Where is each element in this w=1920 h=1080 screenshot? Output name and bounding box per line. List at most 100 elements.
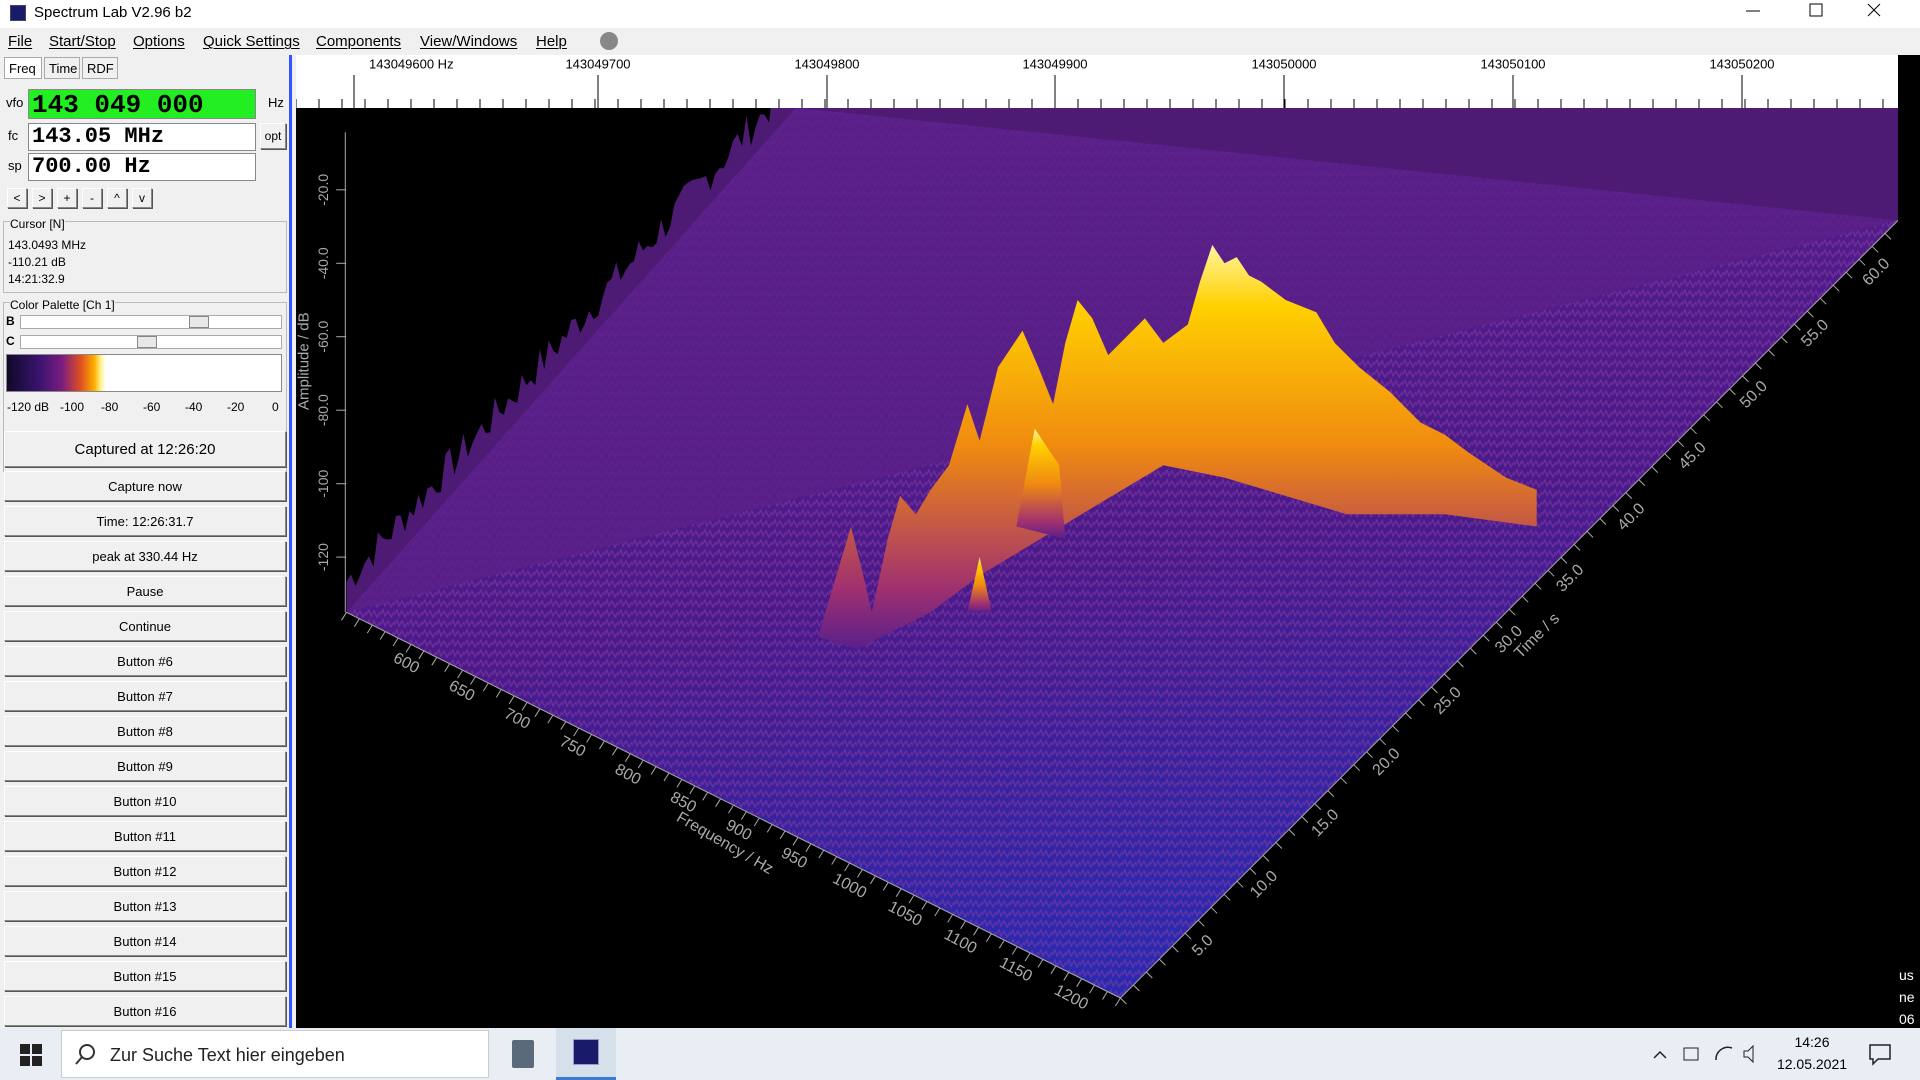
menu-item[interactable]: Start/Stop [49, 33, 116, 50]
search-box[interactable]: Zur Suche Text hier eingeben [61, 1030, 489, 1078]
ruler-label: 143050000 [1251, 56, 1316, 71]
frequency-minor-tick [341, 612, 347, 621]
frequency-minor-tick [418, 650, 425, 660]
action-button[interactable]: Button #11 [4, 821, 286, 851]
action-button[interactable]: Captured at 12:26:20 [4, 431, 286, 467]
cursor-line: -110.21 dB [8, 255, 66, 269]
menu-item[interactable]: File [8, 33, 33, 50]
frequency-minor-tick [482, 682, 489, 692]
action-button[interactable]: Button #13 [4, 891, 286, 921]
frequency-minor-tick [934, 907, 941, 917]
nav-button[interactable]: > [32, 188, 52, 208]
action-button[interactable]: peak at 330.44 Hz [4, 541, 286, 571]
window-title: Spectrum Lab V2.96 b2 [34, 4, 192, 21]
action-button[interactable]: Pause [4, 576, 286, 606]
action-button[interactable]: Button #8 [4, 716, 286, 746]
frequency-minor-tick [1037, 959, 1044, 968]
frequency-minor-tick [1063, 972, 1070, 981]
frequency-minor-tick [444, 663, 451, 672]
frequency-minor-tick [547, 714, 554, 724]
frequency-minor-tick [869, 875, 876, 885]
slider-thumb[interactable] [189, 316, 209, 328]
menu-bar: File Start/Stop Options Quick Settings Compo… [0, 28, 1920, 55]
start-button[interactable] [20, 1044, 42, 1066]
taskbar: Zur Suche Text hier eingeben 14:26 12.05… [0, 1028, 1920, 1080]
tab[interactable]: Freq [4, 57, 42, 79]
frequency-minor-tick [960, 920, 967, 930]
action-button[interactable]: Button #6 [4, 646, 286, 676]
frequency-minor-tick [508, 695, 515, 705]
opt-button[interactable]: opt [260, 123, 286, 149]
frequency-minor-tick [766, 824, 773, 833]
tab[interactable]: Time [44, 57, 80, 79]
action-button[interactable]: Button #12 [4, 856, 286, 886]
ruler-label: 143050200 [1709, 56, 1774, 71]
search-icon [75, 1044, 95, 1065]
action-button[interactable]: Button #9 [4, 751, 286, 781]
action-button[interactable]: Time: 12:26:31.7 [4, 506, 286, 536]
action-button[interactable]: Capture now [4, 471, 286, 501]
action-button[interactable]: Button #14 [4, 926, 286, 956]
time-minor-tick [1534, 582, 1542, 590]
action-button[interactable]: Button #10 [4, 786, 286, 816]
vfo-field[interactable]: 143 049 000 [28, 89, 256, 120]
sp-field[interactable]: 700.00 Hz [28, 153, 256, 181]
tray-icons[interactable] [1650, 1042, 1760, 1066]
time-minor-tick [1288, 829, 1296, 836]
frequency-minor-tick [611, 747, 618, 756]
maximize[interactable] [1809, 3, 1823, 17]
time-minor-tick [1171, 945, 1179, 953]
frequency-minor-tick [599, 740, 605, 750]
slider-label: C [6, 334, 15, 348]
frequency-minor-tick [1011, 946, 1018, 955]
calculator-icon[interactable] [512, 1040, 534, 1068]
frequency-minor-tick [998, 939, 1005, 949]
frequency-minor-tick [753, 817, 760, 827]
cursor-title: Cursor [N] [10, 217, 65, 231]
palette-scale-label: -80 [101, 400, 119, 414]
time-minor-tick [1586, 531, 1594, 538]
time-minor-tick [1547, 569, 1555, 577]
active-app[interactable] [556, 1028, 616, 1080]
time-minor-tick [1158, 958, 1166, 966]
action-button[interactable]: Button #15 [4, 961, 286, 991]
action-button[interactable]: Continue [4, 611, 286, 641]
amplitude-label: Amplitude / dB [296, 312, 313, 410]
tab[interactable]: RDF [82, 57, 118, 79]
menu-item[interactable]: Quick Settings [203, 33, 300, 50]
action-button[interactable]: Button #7 [4, 681, 286, 711]
slider-label: B [6, 314, 15, 328]
time-minor-tick [1690, 427, 1697, 435]
time-minor-tick [1457, 660, 1464, 668]
frequency-minor-tick [379, 631, 386, 640]
menu-item[interactable]: Help [536, 33, 567, 50]
side-strip: us ne 06 [1898, 55, 1920, 1028]
frequency-minor-tick [1024, 952, 1031, 962]
signal-peak-front [967, 557, 992, 613]
nav-button[interactable]: + [57, 188, 77, 208]
time-minor-tick [1145, 971, 1153, 979]
slider-thumb[interactable] [137, 336, 157, 348]
menu-item[interactable]: View/Windows [420, 33, 518, 50]
time-minor-tick [1845, 271, 1853, 279]
time-minor-tick [1314, 803, 1322, 810]
time-minor-tick [1742, 375, 1749, 383]
action-button[interactable]: Button #16 [4, 996, 286, 1026]
menu-item[interactable]: Components [316, 33, 402, 50]
notifications[interactable] [1868, 1042, 1892, 1066]
time-minor-tick [1599, 518, 1607, 525]
close[interactable] [1867, 3, 1881, 17]
time-minor-tick [1806, 310, 1814, 318]
nav-button[interactable]: - [82, 188, 102, 208]
nav-button[interactable]: v [132, 188, 152, 208]
frequency-minor-tick [586, 734, 593, 743]
window-controls[interactable] [1730, 0, 1920, 28]
menu-item[interactable]: Options [133, 33, 185, 50]
time-minor-tick [1729, 388, 1736, 396]
nav-button[interactable]: ^ [107, 188, 127, 208]
slider-track[interactable] [20, 315, 282, 329]
slider-track[interactable] [20, 335, 282, 349]
nav-button[interactable]: < [7, 188, 27, 208]
time-minor-tick [1133, 984, 1140, 992]
fc-field[interactable]: 143.05 MHz [28, 123, 256, 151]
